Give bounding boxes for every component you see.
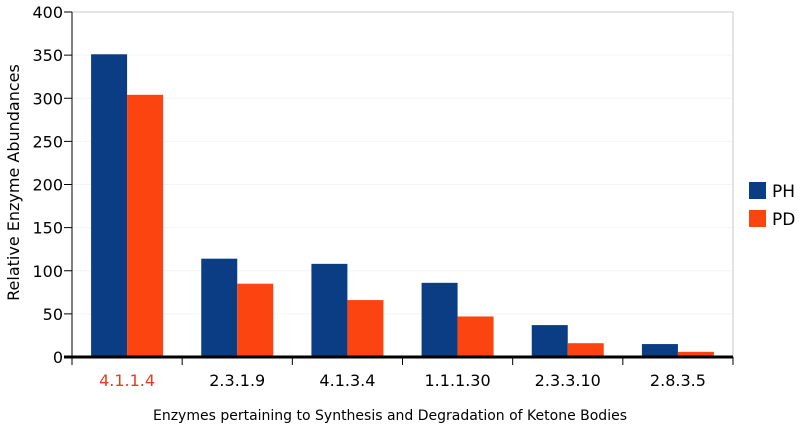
x-tick-label: 4.1.1.4 <box>99 371 155 390</box>
x-tick-label: 2.3.3.10 <box>535 371 601 390</box>
y-tick-label: 300 <box>32 89 63 108</box>
y-tick-label: 250 <box>32 132 63 151</box>
legend: PH PD <box>749 182 795 230</box>
y-tick-label: 350 <box>32 46 63 65</box>
y-tick-label: 100 <box>32 262 63 281</box>
bar-ph-2-8-3-5 <box>641 344 678 357</box>
x-tick-label: 2.3.1.9 <box>209 371 265 390</box>
legend-swatch-pd <box>749 210 766 227</box>
y-tick-label: 0 <box>53 348 63 367</box>
x-tick-labels: 4.1.1.4 2.3.1.9 4.1.3.4 1.1.1.30 2.3.3.10 2.8… <box>99 371 706 390</box>
bars <box>91 54 714 358</box>
bar-pd-2-3-3-10 <box>567 343 604 357</box>
legend-label-ph: PH <box>772 182 795 202</box>
y-tick-labels: 0 50 100 150 200 250 300 350 400 <box>32 3 63 367</box>
bar-pd-2-8-3-5 <box>677 351 714 357</box>
bar-ph-4-1-3-4 <box>311 263 348 357</box>
bar-pd-4-1-1-4 <box>127 94 164 358</box>
axes <box>64 11 734 365</box>
x-tick-label: 4.1.3.4 <box>319 371 375 390</box>
x-tick-label: 1.1.1.30 <box>425 371 491 390</box>
gridlines <box>72 11 733 315</box>
bar-ph-2-3-1-9 <box>201 258 238 357</box>
bar-ph-1-1-1-30 <box>421 282 458 357</box>
y-tick-label: 150 <box>32 219 63 238</box>
y-tick-label: 400 <box>32 3 63 22</box>
y-tick-label: 50 <box>43 305 63 324</box>
y-tick-label: 200 <box>32 176 63 195</box>
x-axis-title: Enzymes pertaining to Synthesis and Degr… <box>153 408 627 424</box>
bar-pd-4-1-3-4 <box>347 300 384 357</box>
legend-swatch-ph <box>749 182 766 199</box>
x-tick-label: 2.8.3.5 <box>650 371 706 390</box>
bar-ph-4-1-1-4 <box>91 54 128 357</box>
legend-label-pd: PD <box>772 210 795 230</box>
bar-pd-2-3-1-9 <box>237 283 274 357</box>
bar-pd-1-1-1-30 <box>457 316 494 357</box>
bar-ph-2-3-3-10 <box>531 325 568 357</box>
y-axis-title: Relative Enzyme Abundances <box>4 64 23 301</box>
